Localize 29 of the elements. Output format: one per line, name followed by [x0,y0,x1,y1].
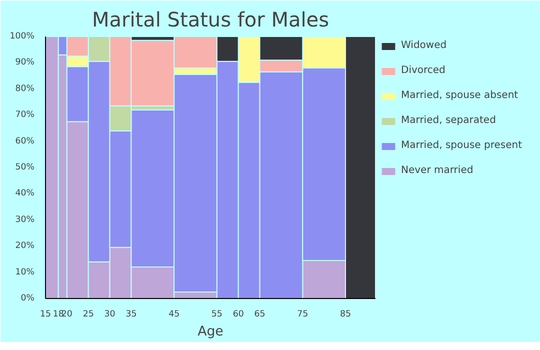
legend-label: Divorced [401,65,446,76]
legend-label: Married, spouse present [401,140,522,151]
x-tick-label: 45 [168,310,180,320]
x-tick-label: 15 [40,310,52,320]
y-tick-label: 100% [10,32,35,42]
legend-label: Widowed [401,40,447,51]
y-tick-label: 10% [15,267,35,278]
x-tick-label: 30 [104,310,116,320]
x-tick-label: 75 [297,310,308,320]
x-tick-label: 55 [211,310,222,320]
x-tick-label: 35 [126,310,137,320]
y-tick-label: 30% [15,214,35,225]
legend-label: Never married [401,165,474,176]
y-tick-label: 60% [15,136,35,146]
x-axis-title: Age [198,324,224,340]
legend-label: Married, separated [401,115,496,126]
y-tick-label: 90% [15,58,35,68]
x-tick-label: 65 [254,310,266,320]
y-tick-label: 20% [15,241,35,252]
y-tick-label: 50% [15,162,35,172]
legend-label: Married, spouse absent [401,90,518,101]
y-tick-label: 70% [15,110,35,120]
y-tick-label: 80% [15,84,35,94]
x-tick-label: 25 [82,310,94,320]
chart-title: Marital Status for Males [92,8,330,32]
y-tick-label: 0% [20,294,34,304]
x-tick-label: 60 [232,310,244,320]
x-tick-label: 85 [340,310,352,320]
y-tick-label: 40% [15,188,35,199]
